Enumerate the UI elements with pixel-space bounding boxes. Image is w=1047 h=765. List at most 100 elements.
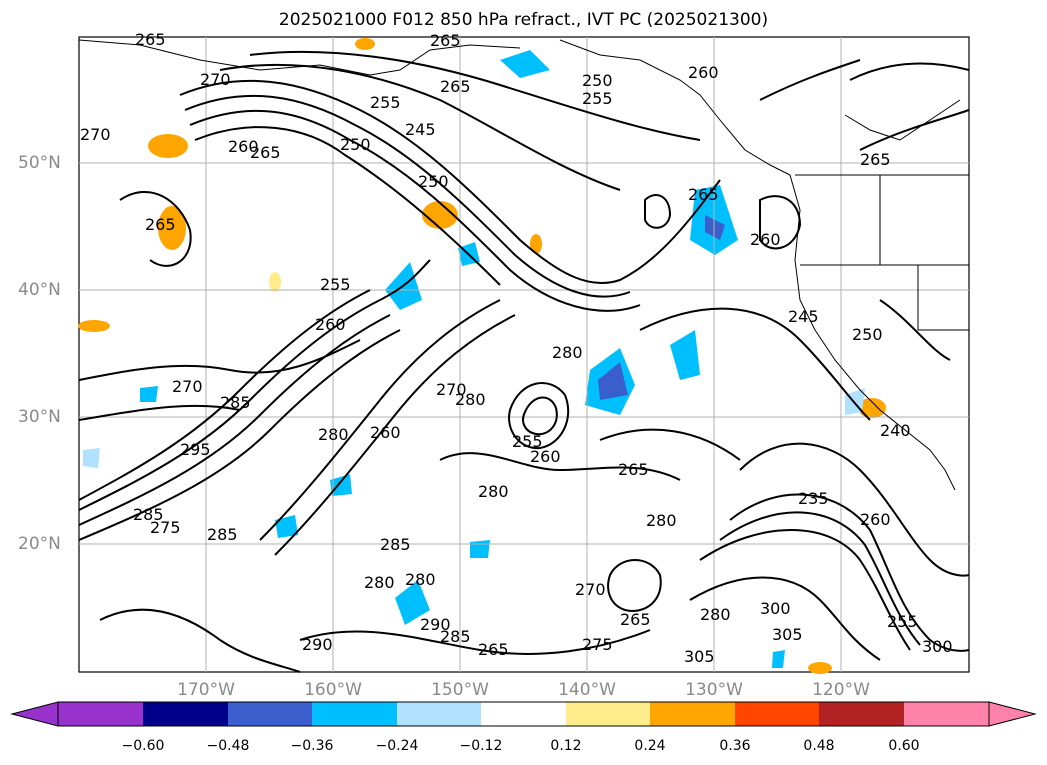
pos-anomaly-patch xyxy=(530,234,542,254)
contour-label: 260 xyxy=(688,63,719,82)
colorbar-segment xyxy=(397,702,481,726)
pos-anomaly-patch xyxy=(808,662,832,674)
colorbar-tick: −0.60 xyxy=(121,738,165,754)
contour-label: 275 xyxy=(582,635,613,654)
lat-label: 50°N xyxy=(18,153,61,173)
contour-label: 280 xyxy=(478,482,509,501)
contour-label: 240 xyxy=(880,421,911,440)
contour-label: 265 xyxy=(135,30,166,49)
lat-lon-grid xyxy=(79,37,969,672)
contour-label: 255 xyxy=(512,432,543,451)
contour-label: 265 xyxy=(440,77,471,96)
neg-anomaly-patch xyxy=(140,386,158,402)
contour-label: 275 xyxy=(150,518,181,537)
neg-anomaly-patch xyxy=(275,515,298,538)
contour-label: 285 xyxy=(207,525,238,544)
contour-label: 255 xyxy=(887,612,918,631)
contour-label: 280 xyxy=(405,570,436,589)
pos-anomaly-patch xyxy=(78,320,110,332)
neg-anomaly-patch xyxy=(330,474,352,496)
contour-label: 250 xyxy=(852,325,883,344)
contour-label: 270 xyxy=(575,580,606,599)
contour-label: 260 xyxy=(860,510,891,529)
contour-label: 280 xyxy=(552,343,583,362)
contour-label: 260 xyxy=(750,230,781,249)
pos-anomaly-patch xyxy=(858,398,886,418)
colorbar-tick: 0.60 xyxy=(888,738,920,754)
contour-label: 280 xyxy=(364,573,395,592)
contour-label: 290 xyxy=(420,615,451,634)
contour-label: 270 xyxy=(200,70,231,89)
neg-anomaly-patch xyxy=(598,362,628,400)
contour-label: 260 xyxy=(228,137,259,156)
map-title: 2025021000 F012 850 hPa refract., IVT PC… xyxy=(278,10,769,30)
contour-label: 290 xyxy=(302,635,333,654)
contour-label: 260 xyxy=(315,315,346,334)
contour-label: 255 xyxy=(582,89,613,108)
contour-label: 280 xyxy=(455,390,486,409)
contour-label: 265 xyxy=(430,31,461,50)
pos-anomaly-patch xyxy=(158,206,186,250)
colorbar-segment xyxy=(228,702,312,726)
colorbar-segment xyxy=(312,702,397,726)
contour-label: 235 xyxy=(798,489,829,508)
contour-label: 300 xyxy=(922,637,953,656)
colorbar-segment xyxy=(481,702,566,726)
lon-label: 140°W xyxy=(558,680,616,700)
contour-label: 295 xyxy=(180,440,211,459)
neg-anomaly-patch xyxy=(772,650,785,668)
contour-label: 285 xyxy=(133,505,164,524)
contour-label: 285 xyxy=(380,535,411,554)
colorbar-segment xyxy=(735,702,819,726)
contour-label: 250 xyxy=(582,71,613,90)
contour-label: 265 xyxy=(620,610,651,629)
contour-label: 265 xyxy=(688,185,719,204)
colorbar-tick: −0.36 xyxy=(290,738,334,754)
lon-label: 120°W xyxy=(812,680,870,700)
colorbar-extend-min xyxy=(10,701,59,727)
colorbar-tick: 0.24 xyxy=(634,738,666,754)
neg-anomaly-patch xyxy=(705,215,725,240)
pos-anomaly-patch xyxy=(355,38,375,50)
lon-label: 150°W xyxy=(431,680,489,700)
lon-label: 130°W xyxy=(685,680,743,700)
colorbar-tick: 0.48 xyxy=(803,738,835,754)
contour-label: 285 xyxy=(220,393,251,412)
contour-label: 270 xyxy=(436,380,467,399)
lat-label: 30°N xyxy=(18,407,61,427)
lon-label: 170°W xyxy=(177,680,235,700)
coastline xyxy=(78,39,969,491)
contour-label: 285 xyxy=(440,627,471,646)
colorbar-tick: 0.12 xyxy=(550,738,582,754)
colorbar-segment xyxy=(566,702,650,726)
neg-anomaly-patch xyxy=(470,540,490,558)
pos-anomaly-patch xyxy=(148,134,188,158)
contour-label: 280 xyxy=(700,605,731,624)
neg-anomaly-patch xyxy=(670,330,700,380)
lat-label: 20°N xyxy=(18,534,61,554)
contour-label: 245 xyxy=(405,120,436,139)
contour-label: 260 xyxy=(370,423,401,442)
colorbar-tick: −0.12 xyxy=(459,738,503,754)
colorbar-segment xyxy=(58,702,143,726)
contour-label: 265 xyxy=(145,215,176,234)
pos-anomaly-patch xyxy=(422,201,458,229)
map-frame xyxy=(78,36,970,673)
lat-label: 40°N xyxy=(18,280,61,300)
colorbar-segment xyxy=(650,702,735,726)
contour-label: 300 xyxy=(760,599,791,618)
colorbar xyxy=(10,701,1037,727)
contour-label: 305 xyxy=(684,647,715,666)
map-plot-area: 265 270 265 270 255 265 250 255 260 245 … xyxy=(78,30,970,674)
colorbar-segment xyxy=(904,702,989,726)
refractivity-contours xyxy=(78,50,970,673)
contour-label: 265 xyxy=(478,640,509,659)
contour-label: 250 xyxy=(418,172,449,191)
contour-label: 260 xyxy=(530,447,561,466)
contour-label: 255 xyxy=(370,93,401,112)
colorbar-tick: 0.36 xyxy=(719,738,751,754)
contour-label: 265 xyxy=(860,150,891,169)
contour-label: 270 xyxy=(80,125,111,144)
contour-label: 270 xyxy=(172,377,203,396)
lon-label: 160°W xyxy=(304,680,362,700)
